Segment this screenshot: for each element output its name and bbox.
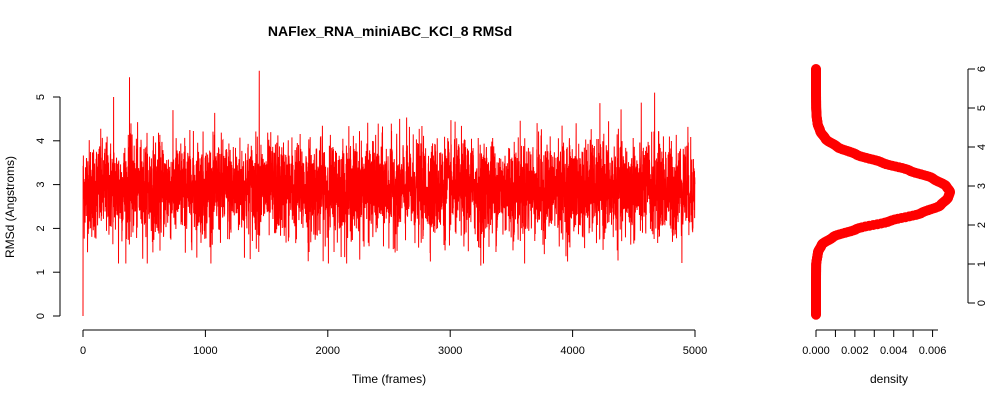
y-axis-ticks: 0 1 2 3 4 5 — [35, 94, 60, 319]
density-y-tick-label: 0 — [976, 300, 988, 306]
y-tick-label: 2 — [35, 225, 47, 231]
density-y-tick-label: 4 — [976, 144, 988, 150]
x-tick-label: 5000 — [683, 345, 707, 357]
x-tick-label: 2000 — [316, 345, 340, 357]
density-x-axis-ticks: 0.000 0.002 0.004 0.006 — [802, 330, 946, 357]
x-axis-label: Time (frames) — [352, 372, 426, 386]
rmsd-series — [82, 70, 696, 317]
y-tick-label: 4 — [35, 138, 47, 144]
x-tick-label: 1000 — [193, 345, 217, 357]
density-y-tick-label: 6 — [976, 66, 988, 72]
x-tick-label: 4000 — [560, 345, 584, 357]
density-y-tick-label: 1 — [976, 261, 988, 267]
density-x-tick-label: 0.000 — [802, 345, 830, 357]
density-y-tick-label: 5 — [976, 105, 988, 111]
x-tick-label: 0 — [80, 345, 86, 357]
x-axis-ticks: 0 1000 2000 3000 4000 5000 — [80, 330, 707, 357]
density-x-axis-label: density — [870, 372, 908, 386]
y-tick-label: 5 — [35, 94, 47, 100]
rmsd-line — [82, 70, 696, 317]
density-y-tick-label: 2 — [976, 222, 988, 228]
density-series — [811, 64, 955, 320]
density-y-tick-label: 3 — [976, 183, 988, 189]
density-panel: 0.000 0.002 0.004 0.006 0 1 2 3 4 5 6 density — [802, 64, 988, 386]
y-tick-label: 3 — [35, 182, 47, 188]
x-tick-label: 3000 — [438, 345, 462, 357]
y-tick-label: 1 — [35, 269, 47, 275]
density-point — [811, 64, 821, 74]
density-y-axis-ticks: 0 1 2 3 4 5 6 — [968, 66, 988, 306]
rmsd-time-series-panel: 0 1000 2000 3000 4000 5000 0 1 2 3 4 5 Time (frame… — [3, 70, 707, 386]
density-x-tick-label: 0.006 — [919, 345, 947, 357]
y-tick-label: 0 — [35, 313, 47, 319]
density-x-tick-label: 0.004 — [880, 345, 908, 357]
y-axis-label: RMSd (Angstroms) — [3, 156, 17, 258]
density-x-tick-label: 0.002 — [841, 345, 869, 357]
chart-title: NAFlex_RNA_miniABC_KCl_8 RMSd — [268, 23, 512, 39]
